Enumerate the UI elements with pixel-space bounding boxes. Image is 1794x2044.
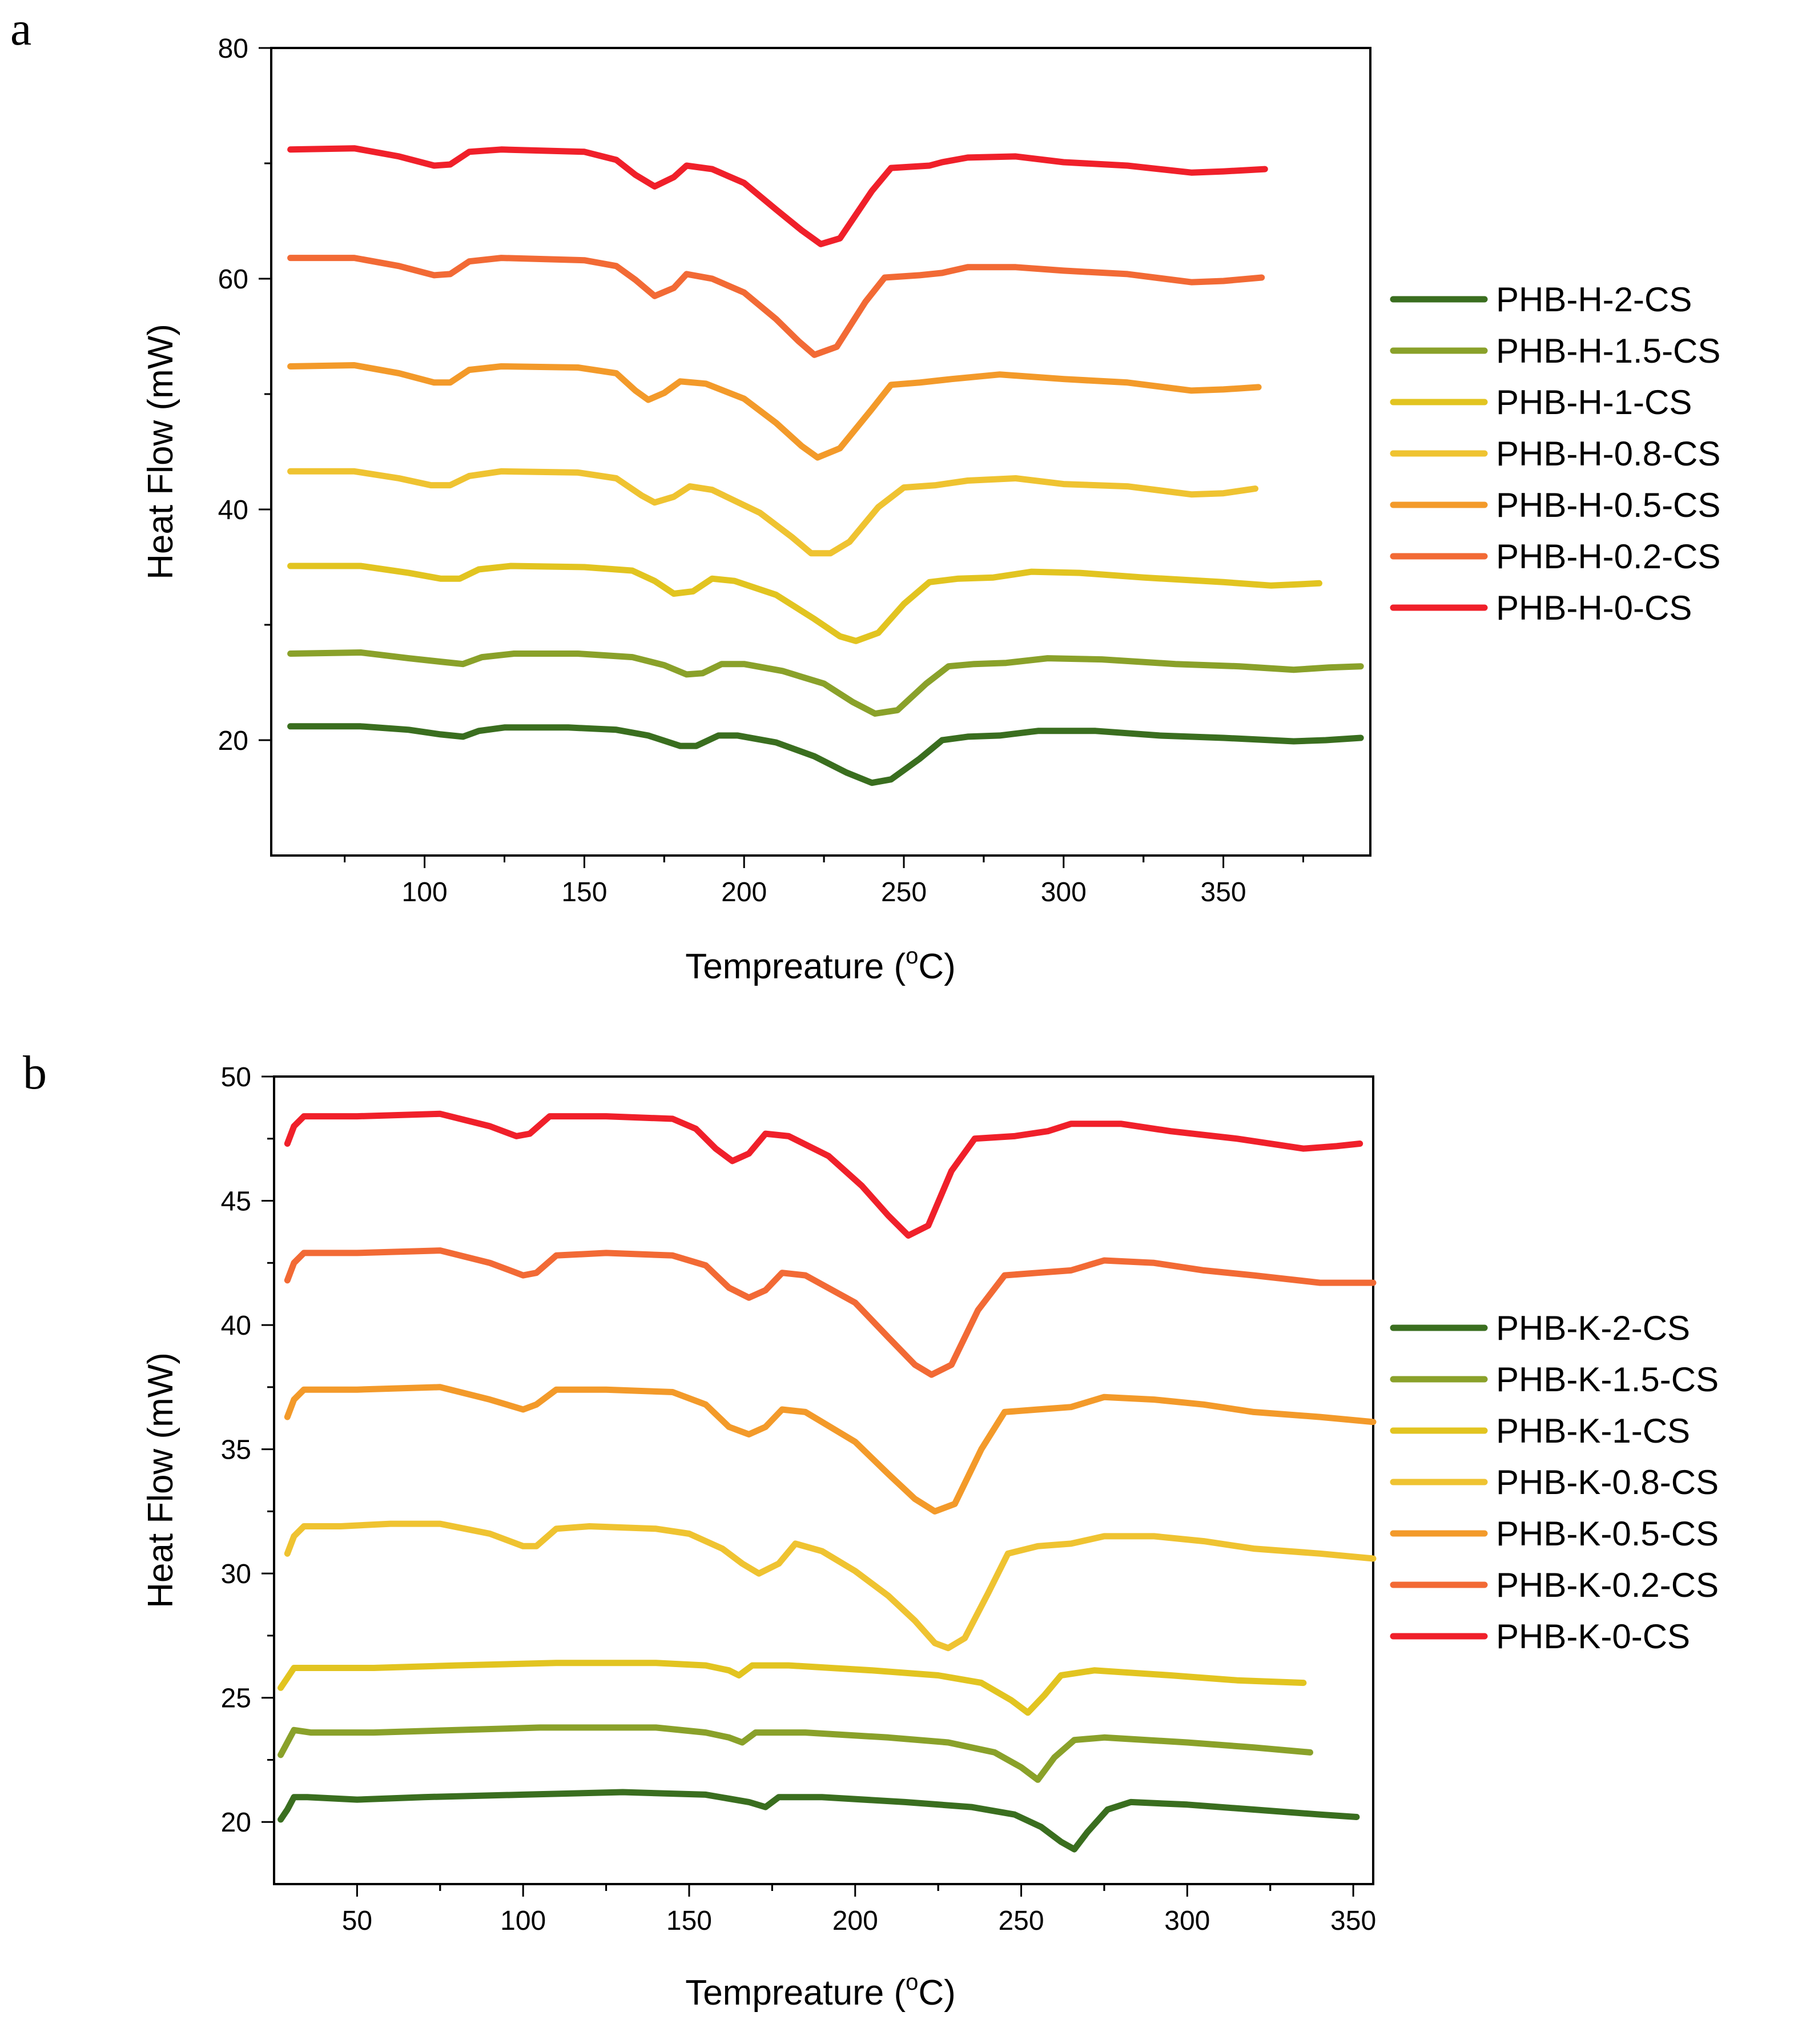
y-tick-label: 35	[221, 1435, 251, 1465]
panel-a-x-axis-label: Tempreature (oC)	[685, 943, 956, 986]
x-tick-label: 150	[561, 877, 607, 907]
legend-label: PHB-H-1-CS	[1496, 383, 1692, 421]
panel-a-ticks: 100 150 200 250 300 350 20 40 60 80	[218, 34, 1304, 907]
panel-a-legend: PHB-H-2-CS PHB-H-1.5-CS PHB-H-1-CS PHB-H-0.…	[1390, 280, 1720, 627]
x-tick-label: 200	[832, 1906, 878, 1936]
panel-a-plot-frame	[270, 47, 1371, 857]
series-line-PHB-H-1.5-CS	[287, 649, 1364, 717]
y-tick-label: 45	[221, 1187, 251, 1217]
series-line-PHB-K-0.2-CS	[284, 1247, 1377, 1378]
legend-label: PHB-K-0.2-CS	[1496, 1566, 1719, 1604]
panel-b-legend: PHB-K-2-CS PHB-K-1.5-CS PHB-K-1-CS PHB-K-0.…	[1390, 1309, 1719, 1656]
x-tick-label: 250	[881, 877, 927, 907]
series-line-PHB-H-2-CS	[287, 723, 1364, 786]
series-line-PHB-H-0-CS	[287, 145, 1268, 247]
legend-label: PHB-H-0-CS	[1496, 589, 1692, 627]
series-line-PHB-K-0-CS	[284, 1110, 1363, 1239]
legend-label: PHB-K-0.5-CS	[1496, 1515, 1719, 1553]
series-line-PHB-K-0.5-CS	[284, 1384, 1377, 1515]
legend-label: PHB-K-0.8-CS	[1496, 1463, 1719, 1501]
x-tick-label: 250	[998, 1906, 1044, 1936]
panel-b-series-group	[277, 1110, 1377, 1853]
series-line-PHB-K-2-CS	[277, 1789, 1360, 1853]
legend-label: PHB-H-1.5-CS	[1496, 332, 1720, 370]
y-tick-label: 50	[221, 1062, 251, 1093]
x-tick-label: 100	[402, 877, 448, 907]
panel-b-ticks: 50 100 150 200 250 300 350 20 25 30 35 40 45 50	[221, 1062, 1377, 1936]
x-tick-label: 150	[666, 1906, 712, 1936]
series-line-PHB-K-1.5-CS	[277, 1724, 1313, 1783]
panel-a-letter: a	[10, 2, 31, 55]
y-tick-label: 20	[221, 1808, 251, 1838]
panel-b-x-axis-label: Tempreature (oC)	[685, 1970, 956, 2013]
panel-a-series-group	[287, 145, 1364, 786]
series-line-PHB-H-0.5-CS	[287, 362, 1262, 461]
legend-label: PHB-H-2-CS	[1496, 280, 1692, 319]
x-tick-label: 100	[500, 1906, 546, 1936]
x-tick-label: 350	[1201, 877, 1246, 907]
legend-label: PHB-K-0-CS	[1496, 1617, 1690, 1656]
y-tick-label: 60	[218, 264, 248, 295]
series-line-PHB-H-0.2-CS	[287, 255, 1265, 358]
panel-b-chart: b 50 100 150 200 250 300 350 20 25 30 35 40 45 50 Tem…	[23, 1046, 1719, 2013]
series-line-PHB-K-1-CS	[277, 1660, 1307, 1716]
y-tick-label: 40	[221, 1311, 251, 1341]
panel-b-letter: b	[23, 1046, 47, 1099]
panel-a-y-axis-label: Heat Flow (mW)	[141, 324, 180, 580]
y-tick-label: 40	[218, 495, 248, 525]
y-tick-label: 80	[218, 34, 248, 64]
series-line-PHB-H-1-CS	[287, 563, 1322, 644]
x-tick-label: 50	[342, 1906, 372, 1936]
x-tick-label: 300	[1164, 1906, 1210, 1936]
x-tick-label: 300	[1041, 877, 1087, 907]
x-tick-label: 350	[1330, 1906, 1376, 1936]
panel-b-y-axis-label: Heat Flow (mW)	[141, 1352, 180, 1608]
legend-label: PHB-H-0.2-CS	[1496, 537, 1720, 576]
panel-a-chart: a 100 150 200 250 300 350 20 40 60 80 Tempreature…	[10, 2, 1720, 986]
legend-label: PHB-K-1-CS	[1496, 1412, 1690, 1450]
y-tick-label: 30	[221, 1559, 251, 1589]
series-line-PHB-K-0.8-CS	[284, 1520, 1377, 1652]
series-line-PHB-H-0.8-CS	[287, 468, 1258, 557]
x-tick-label: 200	[721, 877, 767, 907]
y-tick-label: 20	[218, 726, 248, 756]
y-tick-label: 25	[221, 1684, 251, 1714]
legend-label: PHB-K-2-CS	[1496, 1309, 1690, 1347]
legend-label: PHB-H-0.5-CS	[1496, 486, 1720, 524]
legend-label: PHB-H-0.8-CS	[1496, 435, 1720, 473]
legend-label: PHB-K-1.5-CS	[1496, 1360, 1719, 1399]
panel-b-plot-frame	[273, 1075, 1374, 1885]
